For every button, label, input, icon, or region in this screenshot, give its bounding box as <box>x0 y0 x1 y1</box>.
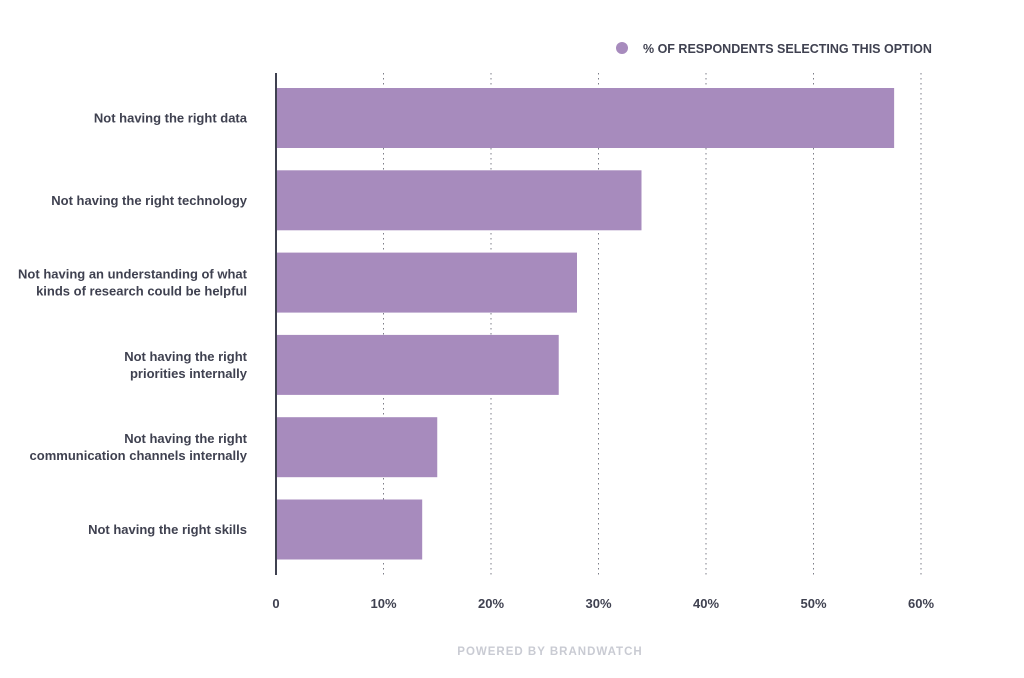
category-label: Not having the right skills <box>88 522 247 537</box>
legend-swatch <box>616 42 628 54</box>
legend: % OF RESPONDENTS SELECTING THIS OPTION <box>616 42 932 56</box>
x-tick-label: 10% <box>370 596 396 611</box>
bar <box>276 334 559 395</box>
category-label-line: Not having an understanding of what <box>18 267 248 282</box>
x-tick-label: 60% <box>908 596 934 611</box>
category-label-line: Not having the right technology <box>51 193 247 208</box>
x-tick-labels: 0 10% 20% 30% 40% 50% 60% <box>272 596 934 611</box>
category-label: Not having the right data <box>94 111 248 126</box>
category-label: Not having an understanding of what kinds… <box>18 267 248 299</box>
category-label-line: communication channels internally <box>30 448 248 463</box>
x-tick-label: 20% <box>478 596 504 611</box>
category-label: Not having the right communication channe… <box>30 431 248 463</box>
category-label: Not having the right priorities internall… <box>124 349 248 381</box>
category-label-line: kinds of research could be helpful <box>36 284 247 299</box>
bar <box>276 499 423 560</box>
x-tick-label: 0 <box>272 596 279 611</box>
x-tick-label: 50% <box>800 596 826 611</box>
bar <box>276 417 438 478</box>
category-label-line: priorities internally <box>130 366 248 381</box>
legend-label: % OF RESPONDENTS SELECTING THIS OPTION <box>643 42 932 56</box>
category-labels: Not having the right data Not having the … <box>18 111 248 538</box>
x-tick-label: 40% <box>693 596 719 611</box>
bars <box>276 88 895 560</box>
footer-credit: POWERED BY BRANDWATCH <box>457 646 642 658</box>
bar <box>276 252 577 313</box>
grid-lines <box>383 73 922 575</box>
bar <box>276 88 895 148</box>
category-label-line: Not having the right skills <box>88 522 247 537</box>
category-label-line: Not having the right <box>124 431 247 446</box>
x-tick-label: 30% <box>585 596 611 611</box>
category-label-line: Not having the right <box>124 349 247 364</box>
bar <box>276 170 642 231</box>
category-label-line: Not having the right data <box>94 111 248 126</box>
category-label: Not having the right technology <box>51 193 247 208</box>
